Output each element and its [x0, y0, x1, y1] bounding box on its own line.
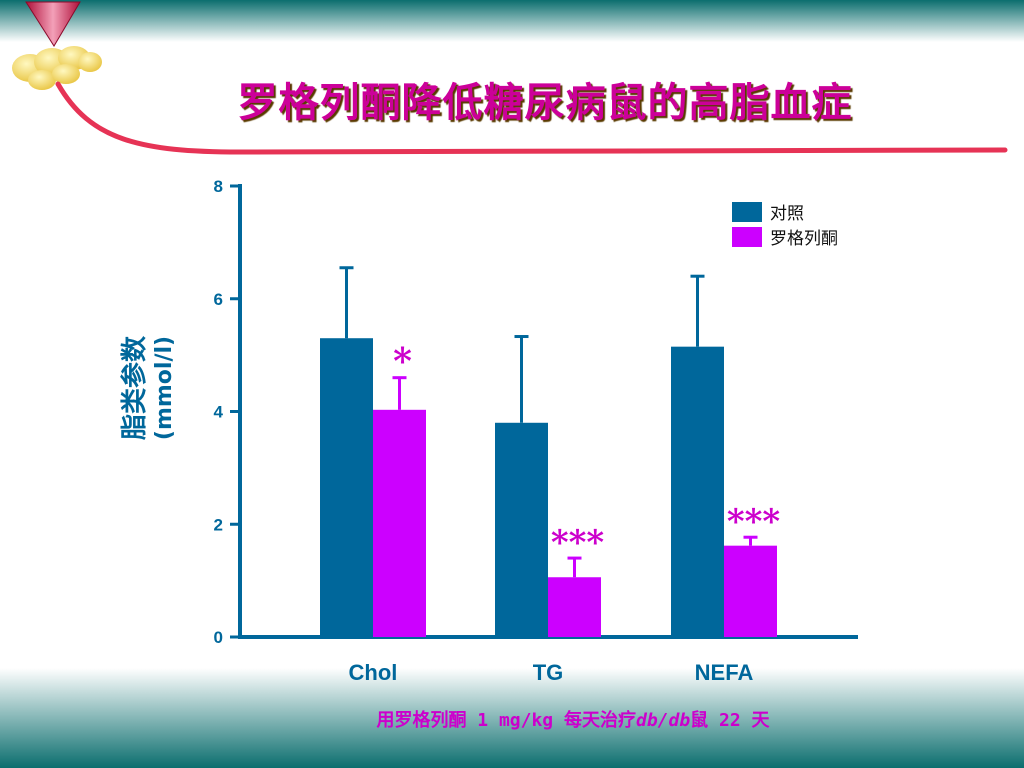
- y-tick-label: 8: [214, 177, 223, 196]
- slide-title: 罗格列酮降低糖尿病鼠的高脂血症: [237, 80, 853, 126]
- footnote-part2: 鼠 22 天: [690, 710, 770, 731]
- legend-label-control: 对照: [770, 204, 804, 224]
- footnote-part1: 用罗格列酮 1 mg/kg 每天治疗: [376, 710, 636, 731]
- y-tick-label: 6: [214, 290, 223, 309]
- legend-item-rosiglitazone: 罗格列酮: [732, 224, 838, 249]
- x-tick-label: Chol: [349, 660, 398, 685]
- significance-marker: *: [393, 341, 412, 383]
- y-tick-label: 2: [214, 515, 223, 534]
- bar: [671, 346, 724, 637]
- y-tick-label: 0: [214, 628, 223, 647]
- y-tick-label: 4: [214, 403, 224, 422]
- legend-swatch-control: [732, 201, 762, 222]
- legend-item-control: 对照: [732, 199, 838, 224]
- cone-icon: [25, 1, 81, 47]
- legend-swatch-rosiglitazone: [732, 226, 762, 247]
- x-tick-label: TG: [533, 660, 564, 685]
- bar: [548, 577, 601, 637]
- bar: [373, 409, 426, 637]
- bar: [320, 338, 373, 637]
- footnote-italic: db/db: [635, 710, 691, 731]
- significance-marker: ***: [727, 502, 781, 542]
- decorative-curve: [55, 81, 1008, 155]
- bar: [724, 545, 777, 637]
- legend: 对照 罗格列酮: [732, 199, 838, 249]
- significance-marker: ***: [551, 523, 605, 563]
- bar: [495, 422, 548, 637]
- footnote: 用罗格列酮 1 mg/kg 每天治疗db/db鼠 22 天: [0, 706, 1024, 732]
- x-tick-label: NEFA: [695, 660, 754, 685]
- pancreas-icon: [12, 46, 102, 90]
- legend-label-rosiglitazone: 罗格列酮: [770, 229, 838, 249]
